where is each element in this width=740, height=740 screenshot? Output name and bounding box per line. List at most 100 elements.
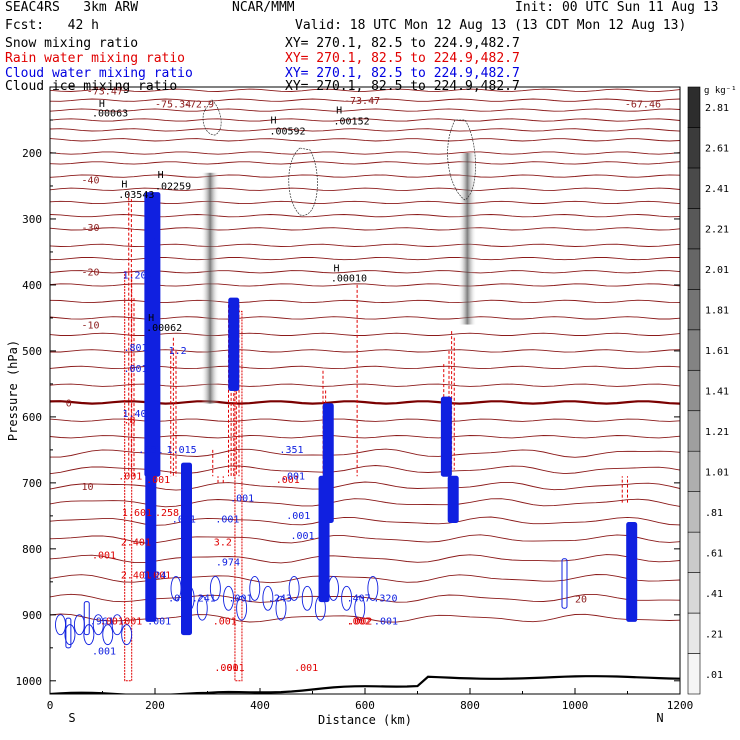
rain-label: .001: [92, 551, 116, 562]
rain-label: .258: [155, 508, 179, 519]
cloud-water-column: [561, 558, 568, 609]
legend-cloud-water: Cloud water mixing ratio: [5, 66, 193, 81]
rain-label: .001: [294, 663, 318, 674]
y-tick-label: 800: [22, 543, 42, 556]
x-tick-label: 0: [47, 699, 54, 712]
terrain-line: [50, 675, 680, 694]
temperature-label: 10: [82, 482, 94, 493]
cloud-water-contour: [314, 595, 326, 621]
snow-max-label: .02259: [155, 181, 191, 192]
cloud-water-contour: [92, 614, 104, 636]
temperature-contour: [50, 151, 680, 155]
temperature-label: -75.34: [155, 99, 191, 110]
cloud-water-label: .001: [138, 445, 162, 456]
rain-label: .001: [213, 617, 237, 628]
cloud-water-label: .001: [92, 646, 116, 657]
cloud-water-column: [83, 601, 90, 636]
colorbar-label: .01: [705, 670, 723, 681]
temperature-contour: [50, 161, 680, 165]
x-tick-label: 200: [145, 699, 165, 712]
temperature-label: -20: [82, 268, 100, 279]
colorbar-swatch: [687, 491, 701, 533]
snow-max-label: H: [334, 264, 340, 275]
colorbar: .01 .21 .41 .61 .81 1.01 1.21 1.41 1.61 1.81 2.01 2…: [687, 86, 737, 695]
x-tick-label: 800: [460, 699, 480, 712]
cloud-water-label: .001: [229, 594, 253, 605]
y-axis-label: Pressure (hPa): [6, 340, 20, 441]
rain-label: .002: [347, 617, 371, 628]
cloud-water-column: [145, 238, 157, 622]
cloud-ice-outline: [288, 147, 318, 216]
colorbar-label: 1.61: [705, 346, 729, 357]
center-title: NCAR/MMM: [232, 0, 295, 15]
rain-label: .8: [124, 415, 136, 426]
colorbar-swatch: [687, 86, 701, 128]
snow-max-label: H: [336, 105, 342, 116]
cloud-water-label: .03: [168, 594, 186, 605]
temperature-label: -73.47: [344, 96, 380, 107]
cloud-water-label: 1.205: [122, 270, 152, 281]
cloud-water-contour: [83, 624, 95, 646]
snow-max-label: H: [99, 99, 105, 110]
cloud-water-contour: [183, 585, 195, 611]
rain-core: [124, 271, 133, 682]
init-time: Init: 00 UTC Sun 11 Aug 13: [515, 0, 719, 15]
rain-label: .001: [118, 472, 142, 483]
temperature-contour: [50, 128, 680, 132]
temperature-contour: [50, 174, 680, 178]
x-end-label-south: S: [68, 711, 75, 725]
cloud-water-contour: [196, 595, 208, 621]
colorbar-unit: g kg⁻¹: [704, 86, 737, 96]
cloud-water-contour: [367, 575, 379, 601]
y-tick-label: 400: [22, 279, 42, 292]
colorbar-label: .81: [705, 508, 723, 519]
temperature-contour: [50, 108, 680, 112]
colorbar-swatch: [687, 572, 701, 614]
colorbar-swatch: [687, 653, 701, 695]
cloud-water-label: .001: [281, 472, 305, 483]
temperature-label: -73.47: [87, 86, 123, 97]
cloud-water-column: [318, 475, 330, 603]
cloud-water-label: .001: [172, 514, 196, 525]
rain-label: 2.401: [121, 538, 151, 549]
rain-label: .001: [276, 475, 300, 486]
cloud-water-label: .001: [230, 493, 254, 504]
colorbar-swatch: [687, 612, 701, 654]
colorbar-label: 2.21: [705, 225, 729, 236]
cloud-water-contour: [55, 614, 66, 636]
colorbar-label: .41: [705, 589, 723, 600]
colorbar-swatch: [687, 410, 701, 452]
temperature-contour: [50, 498, 680, 508]
temperature-label: -30: [82, 223, 100, 234]
x-tick-label: 600: [355, 699, 375, 712]
forecast-hour: Fcst: 42 h: [5, 18, 99, 33]
temperature-contour: [50, 98, 680, 102]
cloud-water-label: .001: [124, 364, 148, 375]
rain-label: .001: [100, 617, 124, 628]
cloud-water-label: .801: [124, 343, 148, 354]
rain-label: .001: [118, 617, 142, 628]
colorbar-label: 2.41: [705, 184, 729, 195]
y-tick-label: 300: [22, 213, 42, 226]
cloud-water-contour: [301, 585, 313, 611]
temperature-label: -72.9: [184, 99, 214, 110]
temperature-label: -67.46: [625, 99, 661, 110]
cloud-water-label: .961: [90, 617, 114, 628]
colorbar-swatch: [687, 289, 701, 331]
colorbar-label: .61: [705, 548, 723, 559]
colorbar-swatch: [687, 208, 701, 250]
colorbar-label: 2.01: [705, 265, 729, 276]
cloud-water-column: [447, 475, 459, 523]
colorbar-label: 1.41: [705, 387, 729, 398]
cloud-water-column: [181, 462, 192, 636]
cloud-water-label: 1.24: [142, 571, 166, 582]
y-tick-label: 500: [22, 345, 42, 358]
cloud-water-contour: [354, 595, 366, 621]
temperature-contour: [50, 481, 680, 491]
cloud-water-contour: [64, 624, 76, 646]
legend-cloud-ice: Cloud ice mixing ratio: [5, 79, 178, 94]
model-title: SEAC4RS 3km ARW: [5, 0, 139, 15]
rain-label: .001: [147, 571, 171, 582]
legend-snow: Snow mixing ratio: [5, 36, 139, 51]
snow-max-label: .00063: [92, 109, 128, 120]
